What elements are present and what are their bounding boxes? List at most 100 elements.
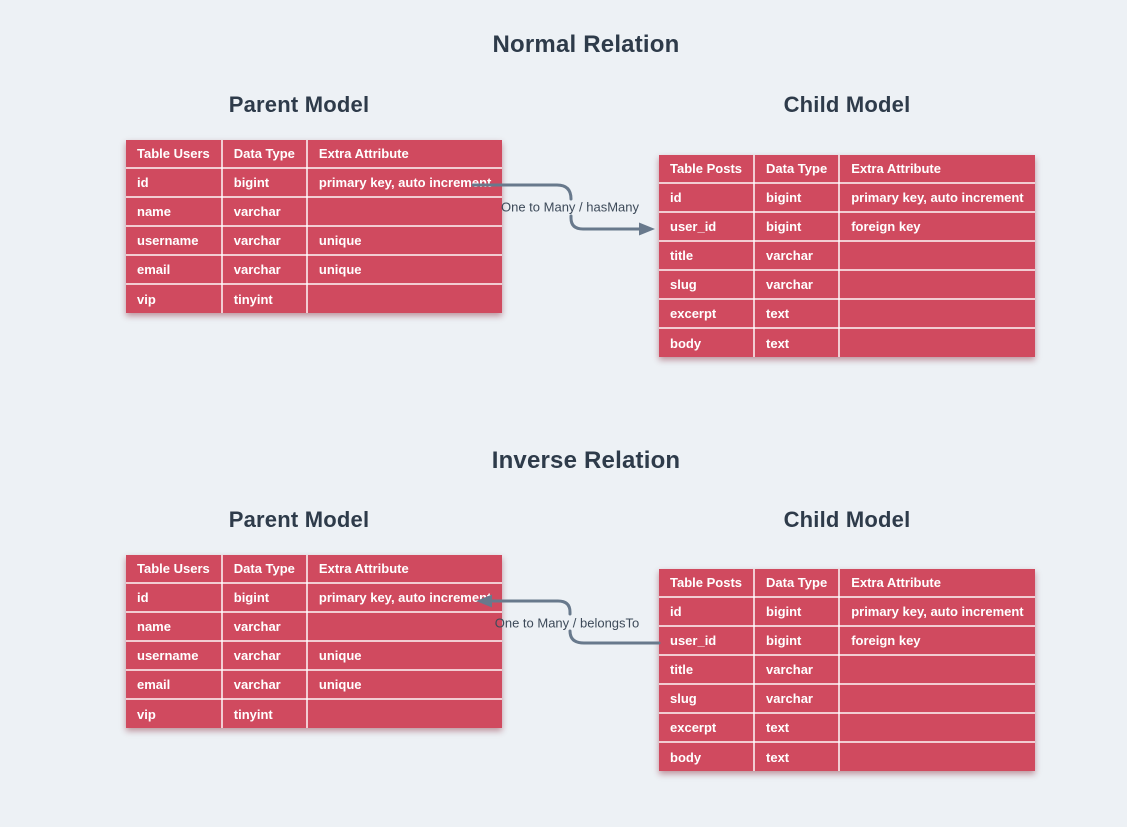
table-cell: varchar <box>753 683 841 714</box>
column-header: Table Users <box>126 555 223 584</box>
table-cell: name <box>126 611 223 642</box>
section-title-inverse: Inverse Relation <box>491 447 681 474</box>
table-cell: text <box>753 741 841 771</box>
users-table-normal: Table Users Data Type Extra Attribute id… <box>126 140 503 313</box>
table-row: slug varchar <box>659 269 1035 300</box>
table-row: title varchar <box>659 654 1035 685</box>
table-row: body text <box>659 741 1035 771</box>
table-cell <box>305 196 503 227</box>
table-cell: unique <box>305 669 503 700</box>
table-cell: foreign key <box>838 211 1035 242</box>
table-cell: email <box>126 254 223 285</box>
column-header: Data Type <box>753 569 841 598</box>
table-cell: primary key, auto increment <box>838 182 1035 213</box>
table-cell <box>838 741 1035 771</box>
table-cell: user_id <box>659 625 756 656</box>
table-cell: excerpt <box>659 712 756 743</box>
table-cell: vip <box>126 698 223 728</box>
table-cell: username <box>126 640 223 671</box>
table-row: user_id bigint foreign key <box>659 625 1035 656</box>
table-cell <box>838 654 1035 685</box>
table-cell: primary key, auto increment <box>838 596 1035 627</box>
table-cell: unique <box>305 254 503 285</box>
parent-model-heading-inverse: Parent Model <box>228 507 370 532</box>
table-cell: unique <box>305 225 503 256</box>
table-cell <box>838 269 1035 300</box>
table-cell: text <box>753 298 841 329</box>
table-cell <box>838 240 1035 271</box>
table-cell: tinyint <box>220 698 308 728</box>
table-cell: varchar <box>220 196 308 227</box>
table-cell: text <box>753 327 841 357</box>
table-row: vip tinyint <box>126 283 503 313</box>
table-row: name varchar <box>126 611 503 642</box>
table-cell: slug <box>659 269 756 300</box>
table-cell <box>838 298 1035 329</box>
table-cell: id <box>659 182 756 213</box>
column-header: Extra Attribute <box>305 555 503 584</box>
table-cell: bigint <box>753 625 841 656</box>
table-cell: varchar <box>753 240 841 271</box>
table-row: id bigint primary key, auto increment <box>126 167 503 198</box>
table-cell: varchar <box>753 269 841 300</box>
column-header: Extra Attribute <box>838 155 1035 184</box>
table-header-row: Table Users Data Type Extra Attribute <box>126 555 503 584</box>
table-cell <box>838 327 1035 357</box>
table-row: username varchar unique <box>126 225 503 256</box>
table-row: title varchar <box>659 240 1035 271</box>
table-cell <box>305 611 503 642</box>
table-header-row: Table Users Data Type Extra Attribute <box>126 140 503 169</box>
posts-table-normal: Table Posts Data Type Extra Attribute id… <box>659 155 1035 357</box>
column-header: Table Posts <box>659 569 756 598</box>
table-row: email varchar unique <box>126 669 503 700</box>
table-header-row: Table Posts Data Type Extra Attribute <box>659 569 1035 598</box>
table-cell: varchar <box>220 640 308 671</box>
table-cell: excerpt <box>659 298 756 329</box>
table-row: username varchar unique <box>126 640 503 671</box>
table-cell: body <box>659 327 756 357</box>
table-cell: vip <box>126 283 223 313</box>
table-row: user_id bigint foreign key <box>659 211 1035 242</box>
hasmany-arrow-segment-bottom <box>569 214 642 231</box>
table-row: slug varchar <box>659 683 1035 714</box>
table-cell: email <box>126 669 223 700</box>
users-table-inverse: Table Users Data Type Extra Attribute id… <box>126 555 503 728</box>
table-cell: bigint <box>753 182 841 213</box>
column-header: Table Users <box>126 140 223 169</box>
table-cell: varchar <box>753 654 841 685</box>
table-row: body text <box>659 327 1035 357</box>
column-header: Extra Attribute <box>305 140 503 169</box>
table-cell: bigint <box>753 211 841 242</box>
table-cell: foreign key <box>838 625 1035 656</box>
table-row: email varchar unique <box>126 254 503 285</box>
relation-label-belongsto: One to Many / belongsTo <box>494 615 640 631</box>
table-row: name varchar <box>126 196 503 227</box>
arrowhead-right-icon <box>639 222 655 236</box>
table-cell: id <box>659 596 756 627</box>
section-title-normal: Normal Relation <box>492 31 680 58</box>
table-cell: tinyint <box>220 283 308 313</box>
table-cell <box>838 683 1035 714</box>
table-cell: varchar <box>220 669 308 700</box>
table-cell: bigint <box>753 596 841 627</box>
column-header: Data Type <box>753 155 841 184</box>
table-cell: name <box>126 196 223 227</box>
table-cell: primary key, auto increment <box>305 582 503 613</box>
table-cell <box>305 698 503 728</box>
table-cell: slug <box>659 683 756 714</box>
table-row: id bigint primary key, auto increment <box>126 582 503 613</box>
child-model-heading-inverse: Child Model <box>783 507 911 532</box>
column-header: Extra Attribute <box>838 569 1035 598</box>
table-cell: varchar <box>220 254 308 285</box>
table-cell <box>305 283 503 313</box>
column-header: Data Type <box>220 555 308 584</box>
table-cell: varchar <box>220 611 308 642</box>
table-cell: bigint <box>220 167 308 198</box>
table-cell: title <box>659 654 756 685</box>
relation-label-hasmany: One to Many / hasMany <box>500 199 640 215</box>
belongsto-arrow-segment-bottom <box>568 629 661 645</box>
parent-model-heading-normal: Parent Model <box>228 92 370 117</box>
table-cell: user_id <box>659 211 756 242</box>
table-row: id bigint primary key, auto increment <box>659 182 1035 213</box>
column-header: Table Posts <box>659 155 756 184</box>
